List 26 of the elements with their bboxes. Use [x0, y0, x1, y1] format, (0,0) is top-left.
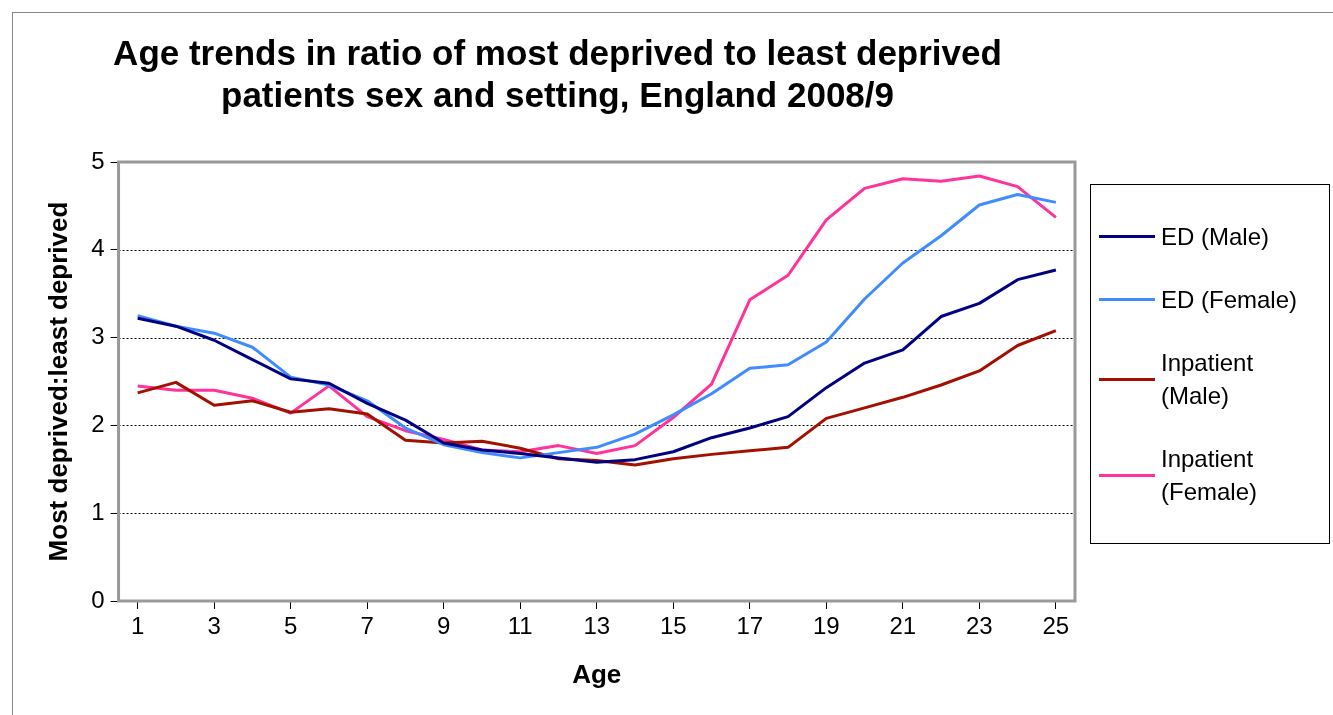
x-tick-label: 25: [1042, 612, 1070, 640]
x-tick-label: 5: [284, 612, 298, 640]
x-tick-label: 23: [966, 612, 993, 640]
legend-label: Inpatient (Female): [1161, 444, 1258, 507]
legend-label: ED (Male): [1161, 222, 1270, 252]
y-tick-label: 1: [91, 497, 105, 525]
y-tick-label: 4: [91, 234, 105, 262]
y-tick-label: 2: [91, 410, 105, 438]
x-tick-label: 19: [812, 612, 840, 640]
x-tick-label: 11: [507, 612, 533, 640]
x-tick-label: 15: [659, 612, 687, 640]
chart-title: Age trends in ratio of most deprived to least deprived patients sex and setting, England 2008/9: [113, 32, 1002, 114]
legend-label: Inpatient (Male): [1161, 348, 1254, 411]
x-axis-title: Age: [572, 658, 622, 689]
x-tick-label: 13: [583, 612, 611, 640]
legend-label: ED (Female): [1161, 285, 1298, 315]
x-tick-label: 3: [207, 612, 221, 640]
y-tick-label: 0: [91, 585, 105, 613]
x-tick-label: 17: [736, 612, 764, 640]
y-axis-title: Most deprived:least deprived: [42, 201, 73, 562]
x-tick-label: 9: [437, 612, 451, 640]
y-tick-label: 3: [91, 322, 105, 350]
y-tick-label: 5: [91, 146, 105, 174]
x-tick-label: 7: [360, 612, 374, 640]
x-tick-label: 21: [889, 612, 917, 640]
x-tick-label: 1: [131, 612, 145, 640]
